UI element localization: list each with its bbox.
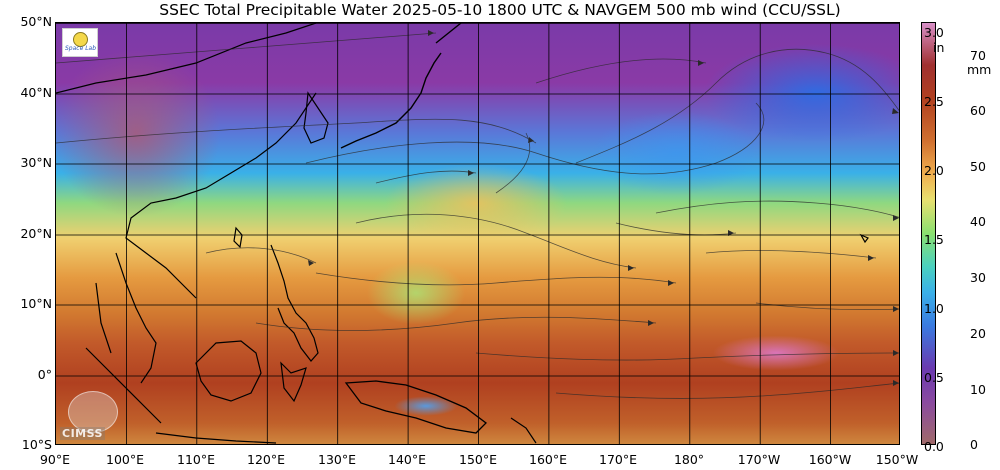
lon-label-150e: 150°E: [458, 452, 498, 467]
cb-mm-tick-50: 50: [970, 159, 986, 174]
lon-label-170w: 170°W: [737, 452, 781, 467]
colorbar-unit-mm: mm: [967, 62, 992, 77]
coastline-philippines: [270, 244, 319, 362]
lon-label-160e: 160°E: [528, 452, 568, 467]
lon-label-120e: 120°E: [246, 452, 286, 467]
cb-in-tick-0.5: 0.5: [924, 370, 944, 385]
cb-in-tick-1.5: 1.5: [924, 232, 944, 247]
colorbar: [921, 22, 936, 445]
lat-label-10s: 10°S: [21, 437, 52, 452]
lat-label-50n: 50°N: [20, 14, 52, 29]
logo-text: Space Lab: [65, 45, 97, 52]
globe-icon: [68, 391, 118, 433]
cb-mm-tick-60: 60: [970, 103, 986, 118]
cb-mm-tick-40: 40: [970, 214, 986, 229]
lon-label-150w: 150°W: [875, 452, 919, 467]
wind-streamlines: [56, 32, 899, 399]
coastline-islands: [510, 233, 869, 444]
tpw-map: [55, 22, 900, 445]
colorbar-unit-in: in: [933, 40, 945, 55]
cb-mm-tick-30: 30: [970, 270, 986, 285]
coastline-taiwan: [233, 226, 243, 249]
lon-label-170e: 170°E: [598, 452, 638, 467]
lat-lon-grid: [56, 23, 899, 444]
coastline-sulawesi: [280, 361, 307, 403]
map-title: SSEC Total Precipitable Water 2025-05-10…: [159, 1, 841, 19]
coastline-korea: [303, 91, 329, 144]
wind-arrows: [308, 30, 899, 386]
logo-emblem-icon: [73, 32, 88, 47]
cb-in-tick-2.5: 2.5: [924, 94, 944, 109]
lon-label-130e: 130°E: [317, 452, 357, 467]
lon-label-140e: 140°E: [387, 452, 427, 467]
cb-mm-tick-20: 20: [970, 326, 986, 341]
space-lab-logo: Space Lab: [62, 28, 98, 57]
coastline-east-asia: [56, 23, 317, 299]
lon-label-110e: 110°E: [176, 452, 216, 467]
lat-label-0: 0°: [37, 367, 52, 382]
cb-in-tick-1.0: 1.0: [924, 301, 944, 316]
lat-label-10n: 10°N: [20, 296, 52, 311]
map-overlay: [56, 23, 899, 444]
lat-label-30n: 30°N: [20, 155, 52, 170]
cb-in-tick-2.0: 2.0: [924, 163, 944, 178]
cb-mm-tick-70: 70: [970, 48, 986, 63]
cb-in-tick-3.0: 3.0: [924, 25, 944, 40]
cimss-text: CIMSS: [60, 427, 105, 440]
cimss-watermark: CIMSS: [60, 391, 130, 446]
lat-label-40n: 40°N: [20, 85, 52, 100]
cb-mm-tick-0: 0: [970, 437, 978, 452]
lon-label-180: 180°: [673, 452, 705, 467]
lon-label-100e: 100°E: [105, 452, 145, 467]
lon-label-90e: 90°E: [39, 452, 71, 467]
coastline-new-guinea: [344, 380, 487, 434]
coastline-borneo: [195, 340, 262, 402]
lon-label-160w: 160°W: [808, 452, 852, 467]
coastline-japan: [340, 23, 462, 149]
cb-mm-tick-10: 10: [970, 382, 986, 397]
cb-in-tick-0.0: 0.0: [924, 439, 944, 454]
lat-label-20n: 20°N: [20, 226, 52, 241]
